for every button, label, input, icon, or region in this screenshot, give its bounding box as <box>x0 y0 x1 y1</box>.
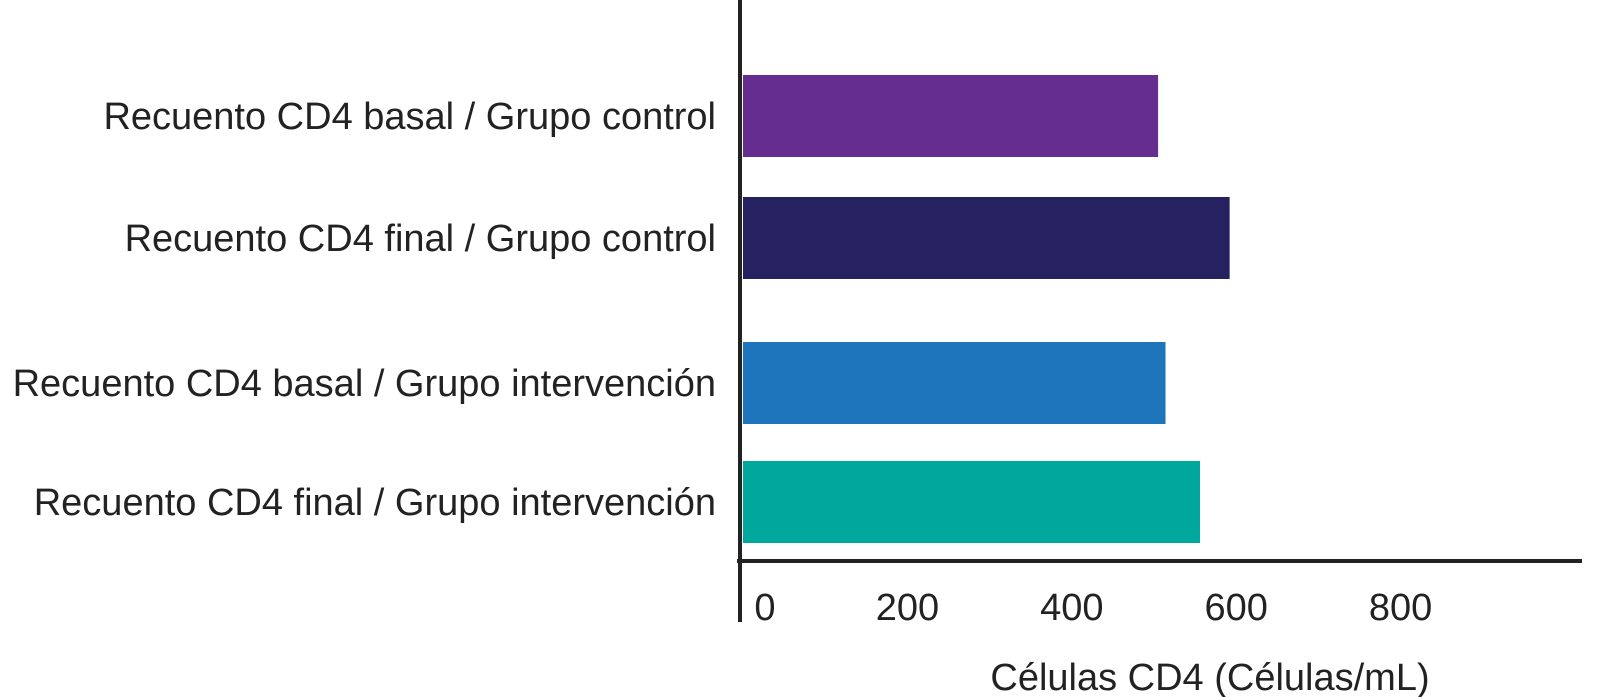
x-tick-label: 600 <box>1204 587 1267 629</box>
x-tick-label: 0 <box>754 587 775 629</box>
category-labels: Recuento CD4 basal / Grupo control Recuen… <box>13 96 716 524</box>
x-tick-label: 200 <box>876 587 939 629</box>
bars-group <box>743 75 1230 543</box>
bar-4 <box>743 461 1201 543</box>
x-tick-labels: 0 200 400 600 800 <box>754 587 1432 629</box>
x-tick-label: 800 <box>1369 587 1432 629</box>
bar-1 <box>743 75 1159 157</box>
category-label: Recuento CD4 basal / Grupo intervención <box>13 363 716 405</box>
x-tick-label: 400 <box>1040 587 1103 629</box>
bar-2 <box>743 197 1230 279</box>
x-axis-title: Células CD4 (Células/mL) <box>990 657 1429 697</box>
category-label: Recuento CD4 final / Grupo control <box>125 218 716 260</box>
category-label: Recuento CD4 final / Grupo intervención <box>34 482 716 524</box>
bar-3 <box>743 342 1166 424</box>
category-label: Recuento CD4 basal / Grupo control <box>103 96 716 138</box>
